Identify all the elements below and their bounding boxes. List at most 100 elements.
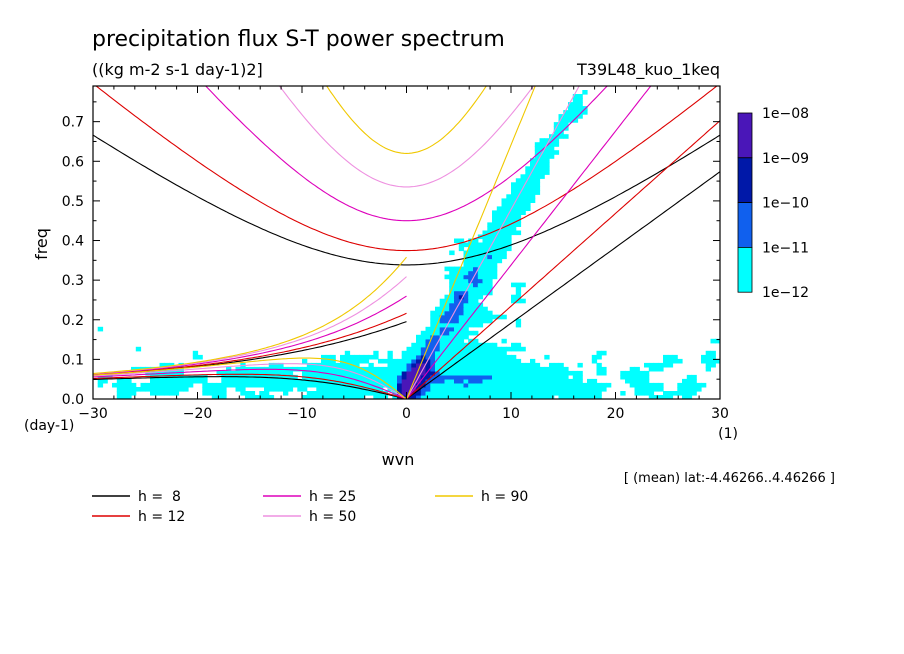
field-cell [454, 387, 460, 392]
field-cell [387, 354, 393, 360]
field-cell [392, 366, 398, 372]
field-cell [477, 246, 484, 252]
field-cell [568, 378, 574, 384]
field-cell [473, 314, 479, 320]
field-cell [435, 354, 441, 360]
field-cell [577, 94, 583, 99]
field-cell [368, 391, 374, 396]
field-cell [449, 395, 455, 399]
field-cell [487, 270, 493, 276]
field-cell [468, 298, 474, 304]
field-cell [325, 358, 332, 364]
field-cell [501, 378, 507, 384]
field-cell [530, 370, 536, 376]
field-cell [449, 278, 455, 284]
field-cell [501, 395, 507, 399]
field-cell [378, 366, 384, 372]
field-cell [368, 374, 374, 380]
field-cell [449, 310, 455, 316]
field-cell [501, 230, 507, 236]
field-cell [302, 395, 308, 399]
field-cell [306, 370, 313, 376]
field-cell [321, 378, 327, 384]
field-cell [435, 314, 441, 320]
field-cell [444, 334, 450, 340]
field-cell [454, 395, 460, 399]
field-cell [368, 354, 374, 360]
field-cell [520, 387, 526, 392]
field-cell [325, 362, 332, 368]
legend-label-h90: h = 90 [481, 489, 528, 505]
field-cell [349, 366, 355, 372]
field-cell [439, 382, 445, 388]
field-cell [501, 234, 507, 240]
field-cell [192, 378, 199, 384]
field-cell [344, 358, 351, 364]
field-cell [492, 230, 498, 236]
field-cell [363, 358, 370, 364]
field-cell [259, 391, 265, 396]
dispersion-curve-h50-kelvin [406, 86, 580, 399]
field-cell [454, 366, 460, 372]
field-cell [249, 382, 256, 388]
field-cell [492, 350, 498, 356]
field-cell [340, 358, 346, 364]
field-cell [520, 395, 526, 399]
field-cell [511, 226, 517, 231]
field-cell [634, 391, 640, 396]
field-cell [463, 378, 469, 384]
field-cell [558, 122, 564, 127]
field-cell [496, 346, 503, 352]
field-cell [487, 310, 493, 316]
field-cell [701, 354, 707, 360]
mean-latitude-note: [ (mean) lat:-4.46266..4.46266 ] [624, 471, 835, 486]
field-cell [534, 186, 541, 191]
field-cell [629, 374, 635, 380]
field-cell [473, 254, 479, 260]
field-cell [397, 378, 403, 384]
field-cell [625, 370, 631, 376]
field-cell [373, 382, 379, 388]
field-cell [534, 178, 541, 183]
field-cell [254, 382, 260, 388]
field-cell [311, 362, 317, 368]
field-cell [335, 366, 341, 372]
field-cell [634, 378, 640, 384]
field-cell [183, 378, 189, 384]
field-cell [639, 391, 645, 396]
field-cell [534, 395, 541, 399]
field-cell [473, 286, 479, 292]
field-cell [553, 374, 560, 380]
field-cell [363, 391, 370, 396]
field-cell [444, 387, 450, 392]
field-cell [435, 334, 441, 340]
field-cell [283, 374, 289, 380]
field-cell [316, 366, 322, 372]
field-cell [653, 362, 659, 368]
field-cell [710, 358, 716, 364]
field-cell [435, 310, 441, 316]
field-cell [178, 382, 184, 388]
field-cell [530, 174, 536, 179]
field-cell [487, 242, 493, 248]
field-cell [435, 326, 441, 332]
field-cell [710, 350, 716, 356]
field-cell [449, 370, 455, 376]
field-cell [401, 378, 408, 384]
field-cell [468, 294, 474, 300]
field-cell [392, 370, 398, 376]
field-cell [344, 387, 351, 392]
field-cell [397, 382, 403, 388]
field-cell [530, 182, 536, 187]
field-cell [477, 258, 484, 264]
field-cell [492, 358, 498, 364]
field-cell [539, 138, 545, 143]
field-cell [501, 206, 507, 211]
field-cell [292, 382, 298, 388]
field-cell [705, 354, 711, 360]
field-cell [458, 330, 465, 336]
field-cell [164, 382, 170, 388]
field-cell [297, 387, 303, 392]
field-cell [368, 366, 374, 372]
field-cell [420, 370, 427, 376]
